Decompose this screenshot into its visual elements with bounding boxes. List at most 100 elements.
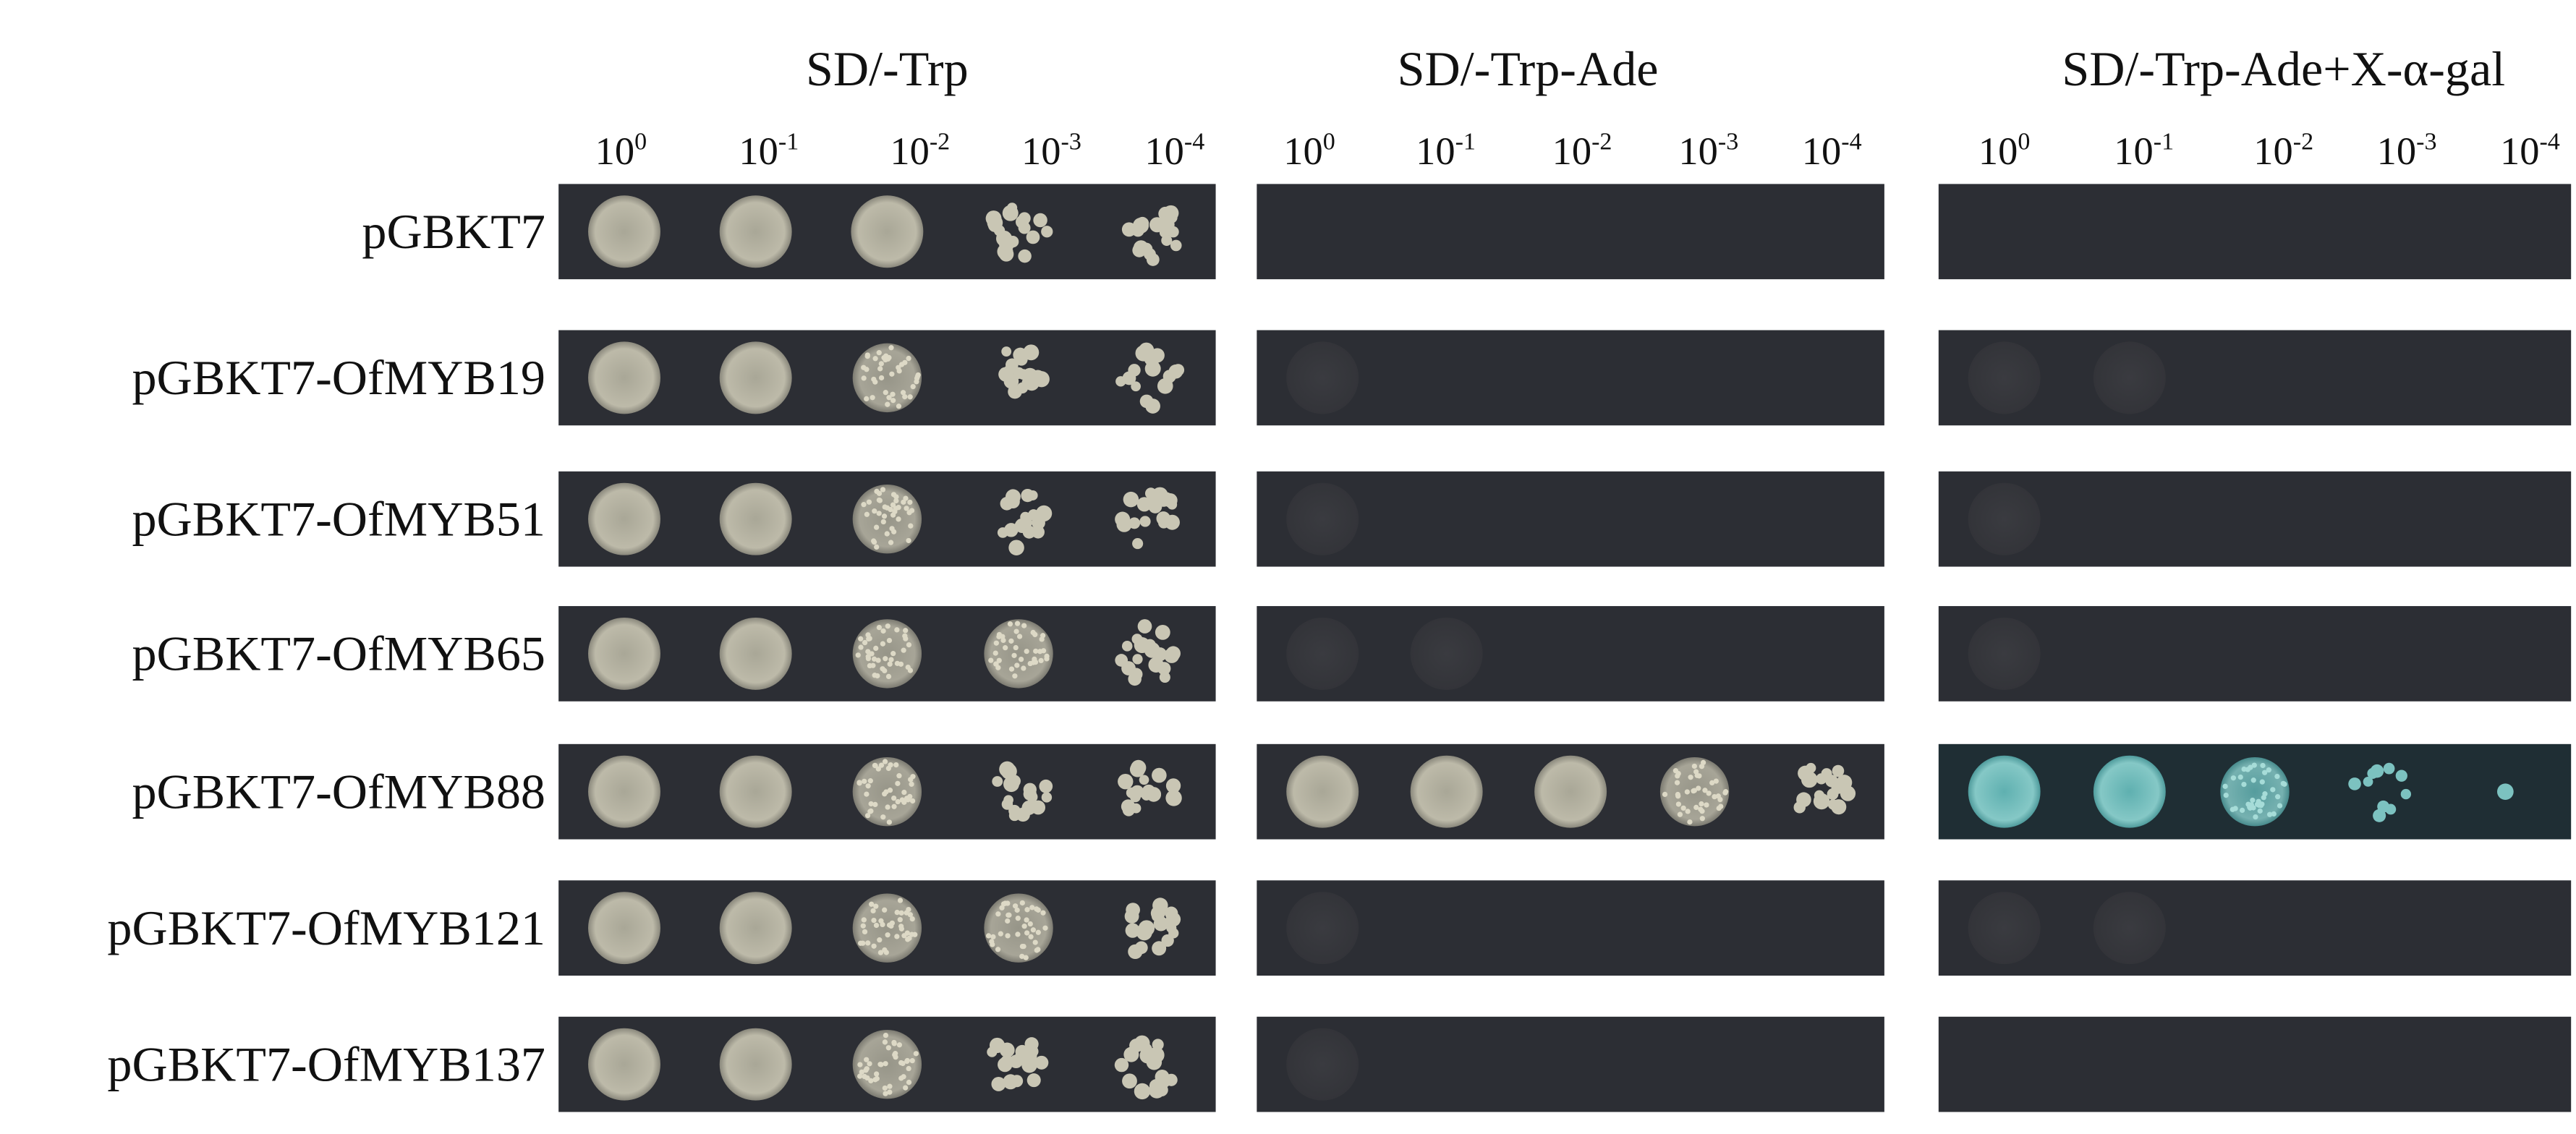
colony xyxy=(1151,911,1162,922)
colony xyxy=(1039,779,1053,793)
colony xyxy=(1021,367,1038,384)
plate-strip xyxy=(1257,743,1884,840)
dilution-label: 100 xyxy=(1978,129,2031,173)
yeast-spot xyxy=(588,755,660,828)
colony xyxy=(1133,217,1149,234)
colony xyxy=(1814,790,1825,801)
panel-title: SD/-Trp-Ade xyxy=(1398,41,1659,96)
plate xyxy=(1257,330,1884,426)
dilution-exponent: -4 xyxy=(1184,129,1204,155)
colony xyxy=(1122,371,1136,385)
colony xyxy=(1149,348,1165,363)
colony xyxy=(1165,211,1178,223)
plate-strip xyxy=(1257,471,1884,567)
colony xyxy=(1008,775,1021,788)
colony xyxy=(1164,647,1180,663)
dilution-label: 100 xyxy=(1283,129,1335,173)
yeast-spot xyxy=(1410,755,1483,828)
colony xyxy=(2377,800,2389,813)
yeast-spot xyxy=(1968,755,2041,828)
dilution-base: 10 xyxy=(1552,129,1592,173)
colony xyxy=(1145,398,1160,414)
colony xyxy=(1033,213,1047,228)
colony xyxy=(1009,1054,1023,1069)
colony xyxy=(999,1042,1015,1058)
dilution-base: 10 xyxy=(1802,129,1842,173)
colony xyxy=(1152,941,1167,956)
colony xyxy=(1149,217,1165,233)
colony xyxy=(1170,239,1182,252)
dilution-base: 10 xyxy=(2500,129,2540,173)
colony xyxy=(1135,345,1152,362)
plate-strip xyxy=(1257,606,1884,702)
colony xyxy=(1155,1070,1170,1084)
colony xyxy=(1128,672,1142,686)
colony xyxy=(1131,381,1141,392)
dilution-exponent: 0 xyxy=(2018,129,2030,155)
dilution-base: 10 xyxy=(2253,129,2293,173)
colony xyxy=(1035,505,1053,522)
colony xyxy=(1165,778,1181,793)
yeast-spot xyxy=(588,341,660,414)
colony xyxy=(1137,619,1152,634)
colony xyxy=(1129,1039,1144,1053)
colony xyxy=(1167,226,1179,238)
dilution-exponent: -3 xyxy=(1718,129,1738,155)
colony xyxy=(1122,1073,1137,1089)
colony xyxy=(987,1046,998,1057)
plate xyxy=(1938,330,2572,426)
dilution-exponent: -3 xyxy=(1061,129,1081,155)
faint-spot xyxy=(1968,341,2041,414)
row-label: pGBKT7-OfMYB51 xyxy=(132,491,545,546)
dilution-base: 10 xyxy=(2114,129,2154,173)
plate-strip xyxy=(558,880,1216,976)
colony xyxy=(1026,1039,1037,1049)
colony xyxy=(1018,249,1032,263)
plate xyxy=(1938,1016,2572,1112)
colony xyxy=(1115,654,1128,667)
yeast-spot xyxy=(719,892,792,965)
dilution-base: 10 xyxy=(1144,129,1184,173)
plate-strip xyxy=(558,606,1216,702)
dilution-exponent: -1 xyxy=(1455,129,1476,155)
colony xyxy=(1034,1055,1049,1070)
colony xyxy=(1026,1073,1041,1088)
yeast-spot xyxy=(719,195,792,268)
colony xyxy=(1148,500,1162,513)
colony xyxy=(2348,777,2361,790)
dilution-label: 10-4 xyxy=(2500,129,2560,173)
yeast-spot xyxy=(588,482,660,555)
colony xyxy=(2395,770,2407,782)
colony xyxy=(1136,924,1152,941)
colony xyxy=(1002,205,1019,221)
dilution-label: 10-1 xyxy=(739,129,799,173)
colony xyxy=(1827,799,1839,810)
colony xyxy=(1157,378,1173,394)
plate-strip xyxy=(1938,184,2572,280)
colony xyxy=(1827,788,1839,800)
plate-strip xyxy=(558,1016,1216,1112)
colony xyxy=(1114,1057,1129,1073)
colony xyxy=(997,243,1013,260)
colony xyxy=(999,761,1016,777)
dilution-base: 10 xyxy=(1678,129,1718,173)
colony xyxy=(1139,775,1149,785)
colony xyxy=(1041,792,1053,803)
row-label: pGBKT7-OfMYB121 xyxy=(107,900,545,955)
panel-title: SD/-Trp-Ade+X-α-gal xyxy=(2062,41,2505,96)
plate-strip xyxy=(1257,1016,1884,1112)
dilution-exponent: -2 xyxy=(1591,129,1612,155)
colony xyxy=(1147,788,1161,802)
faint-spot xyxy=(1968,482,2041,555)
colony xyxy=(1118,773,1134,790)
colony xyxy=(1003,365,1014,376)
colony xyxy=(1133,240,1149,256)
colony xyxy=(1148,1082,1165,1099)
faint-spot xyxy=(1286,341,1359,414)
colony xyxy=(1146,1054,1162,1070)
colony xyxy=(1134,941,1148,955)
colony xyxy=(1139,1043,1152,1056)
plate-strip xyxy=(1938,606,2572,702)
colony xyxy=(1001,346,1012,357)
dilution-exponent: 0 xyxy=(634,129,647,155)
